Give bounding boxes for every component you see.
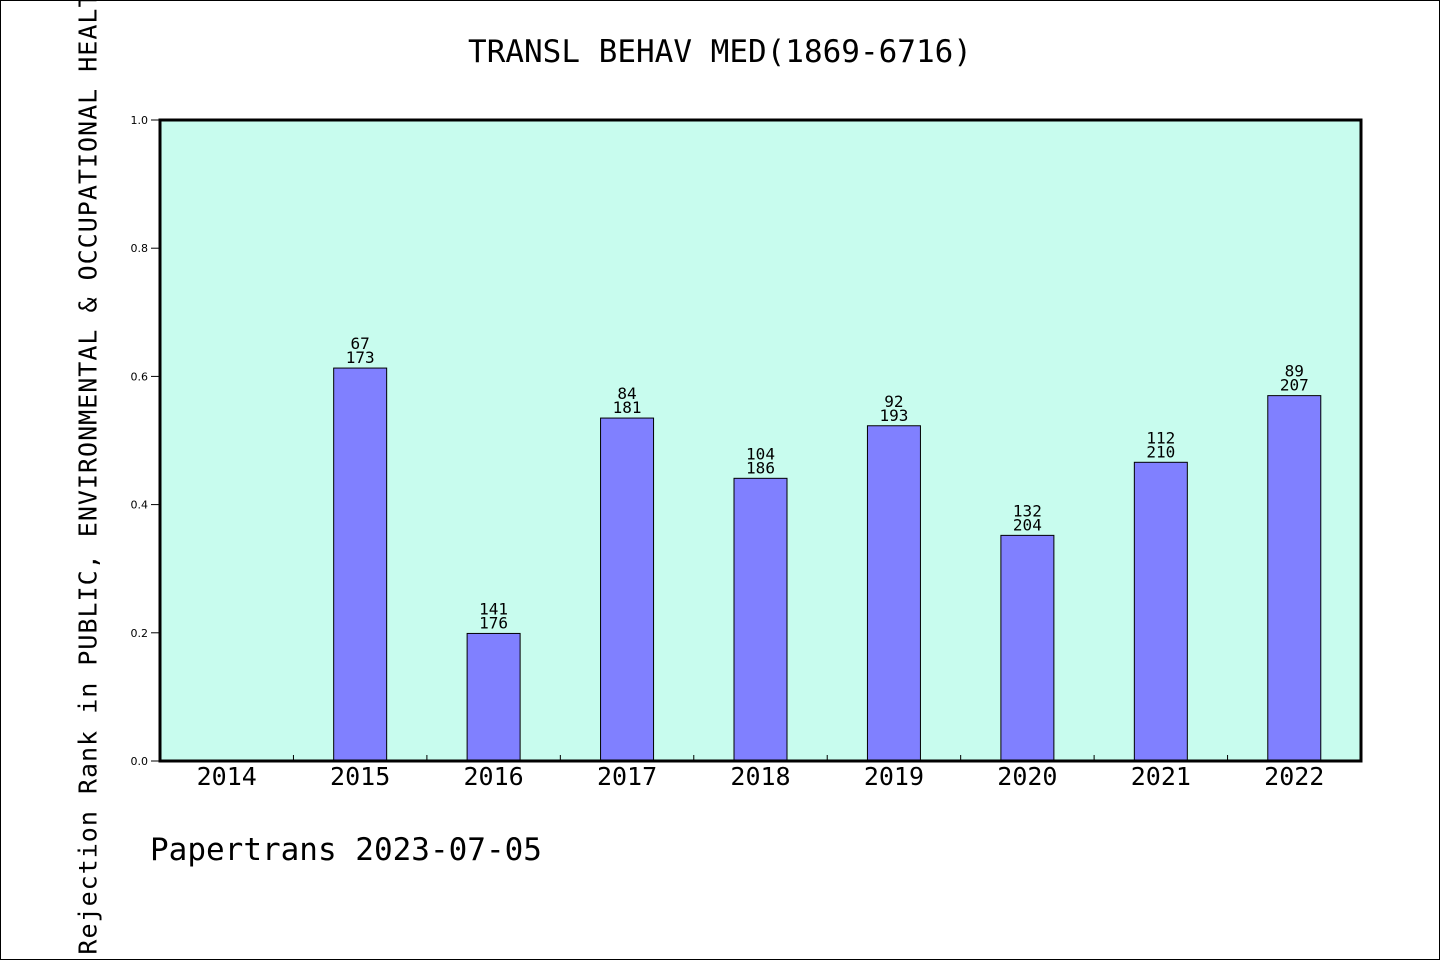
bar-2017	[600, 417, 655, 762]
bar-2022	[1267, 395, 1322, 762]
x-tick-label-2021: 2021	[1131, 762, 1191, 791]
bar-2015	[333, 367, 388, 762]
bar-label-bottom-2018: 186	[746, 458, 775, 477]
x-ticks: 2014 2015 2016 2017 2018 2019 2020 2021 2022	[197, 755, 1324, 791]
footer-note: Papertrans 2023-07-05	[150, 832, 542, 868]
bar-label-top-2020: 132	[1013, 501, 1042, 520]
plot-border	[158, 118, 1363, 763]
bar-label-top-2021: 112	[1146, 428, 1175, 447]
bar-label-bottom-2017: 181	[613, 398, 642, 417]
chart-title: TRANSL BEHAV MED(1869-6716)	[468, 34, 972, 70]
bar-label-bottom-2021: 210	[1146, 442, 1175, 461]
bar-label-bottom-2016: 176	[479, 613, 508, 632]
bar-label-bottom-2020: 204	[1013, 515, 1042, 534]
x-tick-label-2014: 2014	[197, 762, 257, 791]
x-tick-label-2020: 2020	[997, 762, 1057, 791]
x-tick-label-2022: 2022	[1264, 762, 1324, 791]
y-tick-label-1.0: 1.0	[131, 114, 149, 127]
x-tick-label-2015: 2015	[330, 762, 390, 791]
bar-2019	[866, 425, 921, 762]
y-tick-label-0.2: 0.2	[131, 627, 149, 640]
x-tick-label-2019: 2019	[864, 762, 924, 791]
bar-label-bottom-2022: 207	[1280, 376, 1309, 395]
bar-label-top-2015: 67	[351, 334, 370, 353]
bars-layer	[333, 367, 1322, 762]
x-tick-label-2017: 2017	[597, 762, 657, 791]
bar-2020	[1000, 534, 1055, 762]
bar-label-top-2019: 92	[884, 392, 903, 411]
y-tick-label-0.4: 0.4	[131, 499, 149, 512]
bar-label-bottom-2019: 193	[879, 406, 908, 425]
bar-label-top-2017: 84	[617, 384, 636, 403]
x-tick-label-2018: 2018	[730, 762, 790, 791]
bar-2018	[733, 477, 788, 762]
bar-2016	[466, 632, 521, 762]
bar-label-bottom-2015: 173	[346, 348, 375, 367]
y-ticks: 0.0 0.2 0.4 0.6 0.8 1.0	[131, 114, 160, 768]
y-tick-label-0.8: 0.8	[131, 242, 149, 255]
bar-label-top-2018: 104	[746, 444, 775, 463]
bar-label-top-2016: 141	[479, 599, 508, 618]
x-tick-label-2016: 2016	[464, 762, 524, 791]
y-tick-label-0.0: 0.0	[131, 755, 149, 768]
bar-label-top-2022: 89	[1285, 362, 1304, 381]
y-tick-label-0.6: 0.6	[131, 370, 149, 383]
bar-2021	[1133, 461, 1188, 762]
